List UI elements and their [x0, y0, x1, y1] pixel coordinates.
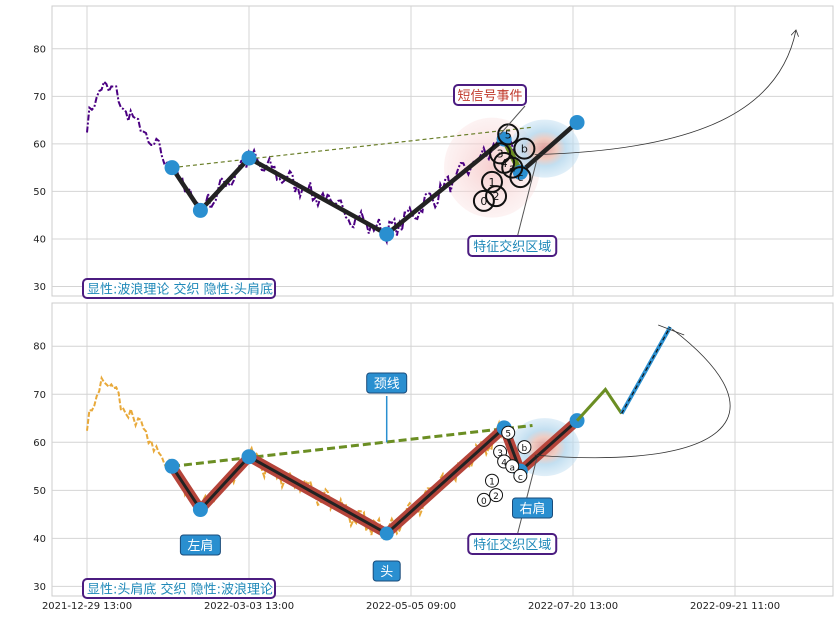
plot-area [51, 302, 834, 597]
y-tick-label: 50 [33, 486, 46, 497]
left-shoulder-label: 左肩 [187, 538, 213, 554]
wave-marker [513, 137, 536, 160]
right-shoulder-label: 右肩 [519, 501, 545, 517]
wave-marker [489, 488, 504, 503]
wave-marker [472, 189, 495, 212]
pattern-point [241, 449, 257, 465]
pattern-point [379, 226, 395, 242]
wave-marker [501, 425, 516, 440]
wave-marker [509, 166, 532, 189]
pattern-point [164, 160, 180, 176]
y-tick-label: 50 [33, 187, 46, 198]
y-tick-label: 60 [33, 139, 46, 150]
wave-marker [513, 468, 528, 483]
pattern-point [569, 114, 585, 130]
wave-marker [505, 459, 520, 474]
x-tick-label: 2022-05-05 09:00 [366, 601, 456, 612]
wave-marker [517, 440, 532, 455]
x-tick-label: 2022-07-20 13:00 [528, 601, 618, 612]
y-tick-label: 60 [33, 438, 46, 449]
price-series [86, 79, 519, 246]
right-shoulder-box [512, 497, 553, 519]
panel-legend-text: 显性:头肩底 交织 隐性:波浪理论 [87, 582, 273, 598]
wave-label: 0 [480, 195, 487, 208]
panel-legend-box [82, 278, 276, 299]
y-tick-label: 40 [33, 234, 46, 245]
neckline-box [366, 372, 408, 394]
wave-label: a [509, 162, 516, 175]
short-signal-pointer [499, 105, 526, 135]
wave-label: a [509, 463, 515, 473]
x-tick-label: 2022-03-03 13:00 [204, 601, 294, 612]
feature-zone-pointer [516, 160, 538, 238]
y-tick-label: 30 [33, 582, 46, 593]
wave-marker [489, 142, 512, 165]
wave-label: c [518, 473, 523, 483]
x-tick-label: 2021-12-29 13:00 [42, 601, 132, 612]
x-tick-label: 2022-09-21 11:00 [690, 601, 780, 612]
pattern-point [164, 458, 180, 474]
wave-label: 0 [481, 497, 487, 507]
wave-label: 5 [505, 430, 511, 440]
wave-label: 2 [493, 492, 499, 502]
wave-marker [497, 123, 520, 146]
neckline [171, 126, 533, 169]
short-signal-box [453, 84, 527, 106]
wave-label: 5 [505, 128, 512, 141]
y-tick-label: 80 [33, 342, 46, 353]
wave-marker [485, 185, 508, 208]
wave-label: 2 [493, 190, 500, 203]
y-tick-label: 70 [33, 92, 46, 103]
wave-label: b [521, 143, 528, 156]
feature-zone-box [467, 235, 558, 257]
head-box [372, 560, 401, 582]
y-tick-label: 70 [33, 390, 46, 401]
pattern-point [379, 526, 394, 541]
projection-arrow [534, 30, 796, 156]
y-tick-label: 40 [33, 534, 46, 545]
projection-path [575, 387, 623, 422]
wave-label: 1 [489, 176, 496, 189]
projection-tick [658, 324, 685, 336]
projection-arc [534, 328, 731, 459]
wave-marker [485, 473, 499, 488]
feature-zone-label: 特征交织区域 [473, 239, 551, 255]
wave-label: 3 [497, 449, 503, 459]
panel-legend-box [82, 578, 276, 599]
head-label: 头 [380, 565, 393, 580]
feature-zone-label: 特征交织区域 [473, 537, 551, 553]
pattern-point [192, 202, 208, 218]
short-signal-label: 短信号事件 [457, 89, 522, 104]
wave-marker [481, 170, 503, 193]
pattern-point [192, 502, 208, 518]
wave-label: 4 [501, 459, 507, 469]
wave-label: 1 [489, 478, 495, 488]
neckline-label: 颈线 [374, 377, 400, 392]
feature-zone-pointer [516, 458, 538, 536]
left-shoulder-box [179, 534, 221, 556]
projection-final-dash [621, 326, 671, 414]
plot-area [51, 5, 834, 297]
wave-label: c [517, 171, 523, 184]
neckline [171, 423, 533, 468]
panel-legend-text: 显性:波浪理论 交织 隐性:头肩底 [87, 282, 273, 298]
pattern-point [241, 150, 257, 166]
y-tick-label: 30 [33, 282, 46, 293]
wave-marker [476, 492, 491, 507]
wave-label: b [522, 444, 528, 454]
y-tick-label: 80 [33, 44, 46, 55]
feature-zone-box [467, 533, 558, 555]
